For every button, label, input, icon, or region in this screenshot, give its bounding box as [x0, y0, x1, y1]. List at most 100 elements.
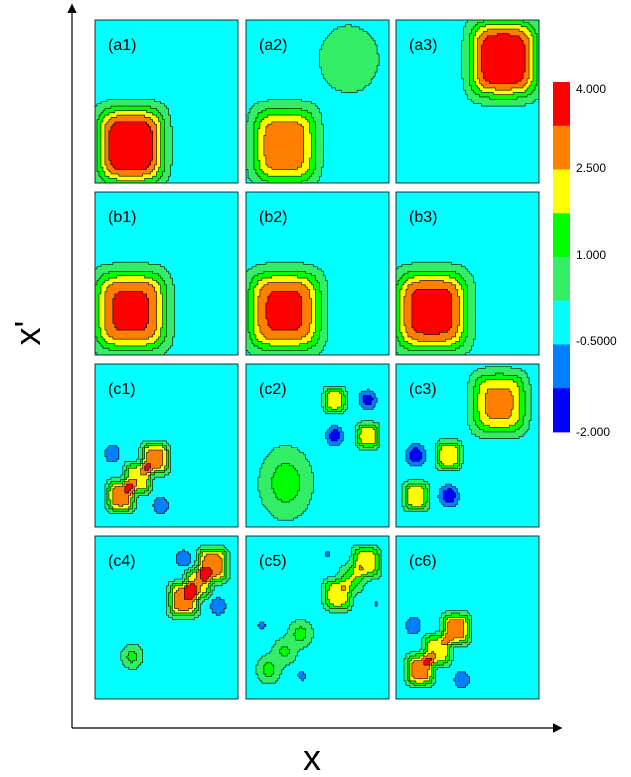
contour-cell	[148, 167, 151, 170]
contour-cell	[160, 139, 163, 143]
contour-cell	[130, 144, 134, 148]
contour-cell	[279, 103, 283, 107]
contour-cell	[291, 133, 295, 136]
contour-cell	[295, 101, 298, 105]
contour-cell	[126, 128, 130, 132]
contour-cell	[271, 117, 275, 120]
contour-cell	[261, 115, 265, 118]
contour-cell	[130, 162, 134, 166]
contour-cell	[126, 167, 130, 170]
contour-cell	[118, 171, 122, 175]
contour-cell	[142, 99, 146, 102]
contour-cell	[349, 35, 352, 39]
contour-cell	[132, 108, 136, 111]
contour-cell	[144, 169, 147, 173]
contour-cell	[136, 173, 140, 177]
contour-cell	[353, 42, 356, 46]
contour-cell	[249, 146, 253, 150]
contour-cell	[491, 69, 494, 73]
contour-cell	[345, 33, 348, 37]
contour-cell	[144, 158, 147, 161]
contour-cell	[124, 124, 128, 127]
contour-cell	[361, 31, 364, 34]
contour-cell	[507, 74, 510, 77]
contour-cell	[128, 117, 132, 120]
contour-cell	[249, 160, 253, 163]
contour-cell	[339, 33, 342, 37]
contour-cell	[166, 126, 169, 130]
contour-cell	[289, 117, 293, 120]
contour-cell	[114, 124, 118, 127]
contour-cell	[355, 47, 358, 50]
contour-cell	[136, 180, 140, 184]
contour-cell	[279, 146, 283, 150]
contour-cell	[315, 158, 318, 161]
contour-cell	[347, 24, 350, 28]
contour-cell	[122, 178, 126, 182]
contour-cell	[152, 169, 155, 173]
contour-cell	[477, 74, 480, 77]
contour-cell	[162, 149, 165, 152]
contour-cell	[106, 139, 110, 143]
contour-cell	[365, 58, 368, 62]
contour-cell	[140, 130, 144, 134]
contour-cell	[481, 35, 484, 39]
contour-cell	[483, 60, 486, 64]
contour-cell	[517, 72, 520, 75]
contour-cell	[467, 90, 470, 93]
contour-cell	[118, 139, 122, 143]
contour-cell	[269, 146, 273, 150]
contour-cell	[122, 135, 126, 139]
contour-cell	[100, 101, 104, 105]
contour-cell	[367, 35, 370, 39]
contour-cell	[275, 176, 279, 179]
contour-cell	[327, 65, 330, 68]
contour-cell	[347, 65, 350, 68]
contour-cell	[503, 63, 506, 66]
contour-cell	[154, 142, 157, 145]
contour-cell	[497, 47, 500, 50]
contour-cell	[156, 115, 159, 118]
contour-cell	[333, 58, 336, 62]
contour-cell	[126, 103, 130, 107]
contour-cell	[110, 101, 114, 105]
contour-cell	[347, 56, 350, 59]
contour-cell	[343, 35, 346, 39]
contour-cell	[527, 83, 530, 86]
contour-cell	[160, 128, 163, 132]
contour-cell	[144, 101, 147, 105]
contour-cell	[329, 63, 332, 66]
contour-cell	[104, 151, 108, 154]
contour-cell	[98, 266, 102, 270]
contour-cell	[146, 101, 149, 105]
contour-cell	[373, 58, 376, 62]
contour-cell	[104, 110, 108, 114]
contour-cell	[359, 65, 362, 68]
contour-cell	[349, 85, 352, 89]
contour-cell	[156, 264, 159, 268]
contour-cell	[154, 115, 157, 118]
contour-cell	[142, 149, 146, 152]
contour-cell	[503, 90, 506, 93]
contour-cell	[333, 29, 336, 32]
contour-cell	[120, 144, 124, 148]
contour-cell	[112, 117, 116, 120]
contour-cell	[160, 124, 163, 127]
contour-cell	[126, 171, 130, 175]
contour-cell	[259, 158, 263, 161]
contour-cell	[118, 173, 122, 177]
contour-cell	[269, 137, 273, 141]
contour-cell	[297, 142, 300, 145]
contour-cell	[112, 115, 116, 118]
contour-cell	[275, 121, 279, 125]
contour-cell	[533, 81, 536, 84]
contour-cell	[253, 146, 257, 150]
contour-cell	[487, 83, 490, 86]
contour-cell	[297, 119, 300, 123]
contour-cell	[110, 158, 114, 161]
contour-cell	[503, 83, 506, 86]
contour-cell	[124, 99, 128, 102]
contour-cell	[477, 47, 480, 50]
contour-cell	[497, 83, 500, 86]
contour-cell	[126, 160, 130, 163]
